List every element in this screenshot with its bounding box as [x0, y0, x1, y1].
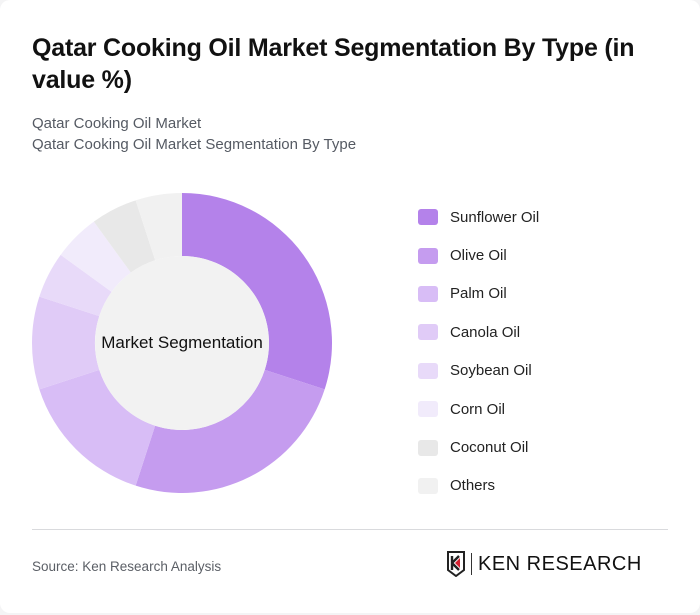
- legend-label: Palm Oil: [450, 285, 507, 303]
- chart-subtitle: Qatar Cooking Oil Market Qatar Cooking O…: [32, 113, 356, 155]
- legend-item-olive-oil[interactable]: Olive Oil: [418, 236, 539, 274]
- legend-item-canola-oil[interactable]: Canola Oil: [418, 313, 539, 351]
- legend-label: Olive Oil: [450, 247, 507, 265]
- legend-item-sunflower-oil[interactable]: Sunflower Oil: [418, 198, 539, 236]
- subtitle-segmentation: Qatar Cooking Oil Market Segmentation By…: [32, 136, 357, 153]
- legend-item-palm-oil[interactable]: Palm Oil: [418, 275, 539, 313]
- donut-slice-olive-oil[interactable]: [135, 369, 325, 493]
- legend-swatch: [418, 247, 438, 264]
- ken-research-shield-icon: [447, 551, 465, 577]
- donut-chart: [32, 193, 332, 493]
- legend-item-coconut-oil[interactable]: Coconut Oil: [418, 428, 539, 466]
- legend-swatch: [418, 477, 438, 494]
- footer-divider: [32, 529, 668, 530]
- chart-legend: Sunflower Oil Olive Oil Palm Oil Canola Oil…: [418, 198, 539, 505]
- legend-swatch: [418, 324, 438, 341]
- legend-swatch: [418, 209, 438, 226]
- donut-hole: [95, 256, 269, 430]
- legend-item-others[interactable]: Others: [418, 467, 539, 505]
- donut-slice-others[interactable]: [135, 193, 182, 261]
- legend-item-corn-oil[interactable]: Corn Oil: [418, 390, 539, 428]
- donut-slice-coconut-oil[interactable]: [93, 200, 156, 273]
- legend-label: Sunflower Oil: [450, 208, 540, 226]
- source-note: Source: Ken Research Analysis: [32, 559, 222, 574]
- logo-text: KEN RESEARCH: [478, 552, 642, 575]
- legend-label: Soybean Oil: [450, 362, 532, 380]
- legend-item-soybean-oil[interactable]: Soybean Oil: [418, 352, 539, 390]
- logo-separator: [471, 553, 472, 575]
- subtitle-market: Qatar Cooking Oil Market: [32, 115, 202, 132]
- donut-slice-sunflower-oil[interactable]: [182, 193, 332, 390]
- legend-label: Canola Oil: [450, 323, 521, 341]
- legend-swatch: [418, 401, 438, 418]
- donut-slice-corn-oil[interactable]: [60, 221, 131, 292]
- donut-slice-canola-oil[interactable]: [32, 296, 100, 390]
- legend-label: Coconut Oil: [450, 439, 529, 457]
- ken-research-logo: KEN RESEARCH: [446, 551, 642, 577]
- legend-swatch: [418, 439, 438, 456]
- legend-swatch: [418, 285, 438, 302]
- legend-label: Others: [450, 477, 496, 495]
- donut-slice-palm-oil[interactable]: [39, 369, 156, 486]
- donut-slice-soybean-oil[interactable]: [39, 254, 112, 317]
- legend-label: Corn Oil: [450, 400, 506, 418]
- legend-swatch: [418, 362, 438, 379]
- chart-title: Qatar Cooking Oil Market Segmentation By…: [32, 34, 635, 94]
